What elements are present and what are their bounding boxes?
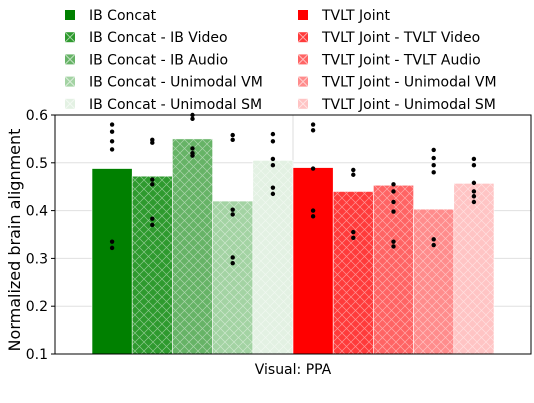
data-point (109, 129, 115, 134)
data-point (391, 182, 396, 187)
legend-label: TVLT Joint - Unimodal SM (321, 97, 496, 113)
data-point (471, 194, 477, 199)
y-axis-ticks: 0.1 0.2 0.3 0.4 0.5 0.6 (26, 108, 55, 363)
data-point (109, 239, 115, 244)
data-point (150, 216, 155, 221)
data-point (270, 156, 276, 162)
data-point (391, 209, 396, 214)
data-point (310, 128, 316, 133)
legend-swatch-hatch (297, 31, 309, 43)
bar-hatch (413, 209, 454, 354)
data-point (310, 122, 316, 127)
data-point (471, 189, 477, 194)
data-point (270, 139, 276, 144)
data-point (150, 177, 155, 182)
data-point (471, 156, 477, 162)
data-point (391, 199, 396, 205)
bar (292, 167, 334, 355)
legend-swatch-hatch (297, 98, 309, 110)
y-tick-label: 0.2 (26, 299, 48, 315)
data-point (431, 242, 436, 248)
bar-hatch (132, 176, 173, 354)
plot-frame (54, 114, 532, 355)
data-point (471, 180, 477, 186)
data-point (391, 239, 396, 244)
legend-label: TVLT Joint - Unimodal VM (321, 75, 497, 91)
data-point (109, 245, 115, 251)
data-point (109, 147, 115, 152)
data-point (471, 199, 477, 205)
data-point (310, 214, 316, 219)
legend-swatch (65, 10, 75, 20)
bar-hatch (172, 138, 213, 354)
data-point (150, 140, 155, 145)
legend: IB Concat IB Concat - IB Video IB Concat -… (64, 8, 497, 113)
data-point (391, 189, 396, 194)
data-point (150, 222, 155, 228)
data-point (109, 139, 115, 144)
data-point (431, 170, 436, 175)
data-point (230, 260, 235, 266)
legend-swatch-hatch (297, 54, 309, 65)
data-point (190, 116, 195, 122)
legend-label: IB Concat (89, 8, 157, 24)
data-points (109, 112, 477, 266)
data-point (431, 155, 436, 161)
data-point (351, 229, 356, 235)
bars (91, 138, 495, 355)
legend-swatch-hatch (64, 76, 76, 87)
data-point (270, 185, 276, 190)
data-point (109, 122, 115, 127)
data-point (190, 153, 195, 158)
data-point (230, 212, 235, 217)
y-tick-label: 0.3 (26, 251, 48, 267)
data-point (391, 244, 396, 249)
data-point (310, 166, 316, 171)
data-point (351, 235, 356, 241)
data-point (310, 208, 316, 213)
data-point (270, 131, 276, 137)
data-point (471, 162, 477, 168)
data-point (230, 132, 235, 138)
data-point (270, 162, 276, 168)
data-point (230, 255, 235, 260)
legend-label: IB Concat - IB Video (89, 30, 228, 46)
data-point (270, 191, 276, 197)
y-tick-label: 0.4 (26, 204, 48, 220)
bar-hatch (212, 201, 253, 354)
data-point (431, 147, 436, 153)
legend-swatch-hatch (64, 54, 76, 65)
data-point (230, 137, 235, 143)
legend-swatch (298, 10, 308, 20)
data-point (431, 162, 436, 168)
bar (91, 168, 133, 355)
y-tick-label: 0.1 (26, 347, 48, 363)
y-tick-label: 0.5 (26, 156, 48, 172)
legend-label: IB Concat - Unimodal SM (89, 97, 262, 113)
legend-swatch-hatch (64, 98, 76, 110)
legend-label: IB Concat - Unimodal VM (89, 75, 263, 91)
data-point (230, 207, 235, 212)
y-tick-label: 0.6 (26, 108, 48, 124)
y-axis-label: Normalized brain alignment (5, 129, 24, 352)
data-point (431, 237, 436, 242)
x-axis-label: Visual: PPA (255, 362, 332, 378)
legend-label: TVLT Joint - TVLT Audio (321, 52, 481, 68)
data-point (190, 146, 195, 151)
bar-hatch (333, 191, 374, 354)
legend-label: TVLT Joint (321, 8, 390, 24)
data-point (351, 167, 356, 173)
data-point (150, 182, 155, 187)
legend-label: TVLT Joint - TVLT Video (321, 30, 480, 46)
bar-hatch (453, 183, 494, 354)
data-point (351, 172, 356, 177)
legend-swatch-hatch (64, 31, 76, 43)
legend-label: IB Concat - IB Audio (89, 52, 228, 68)
legend-swatch-hatch (297, 76, 309, 87)
